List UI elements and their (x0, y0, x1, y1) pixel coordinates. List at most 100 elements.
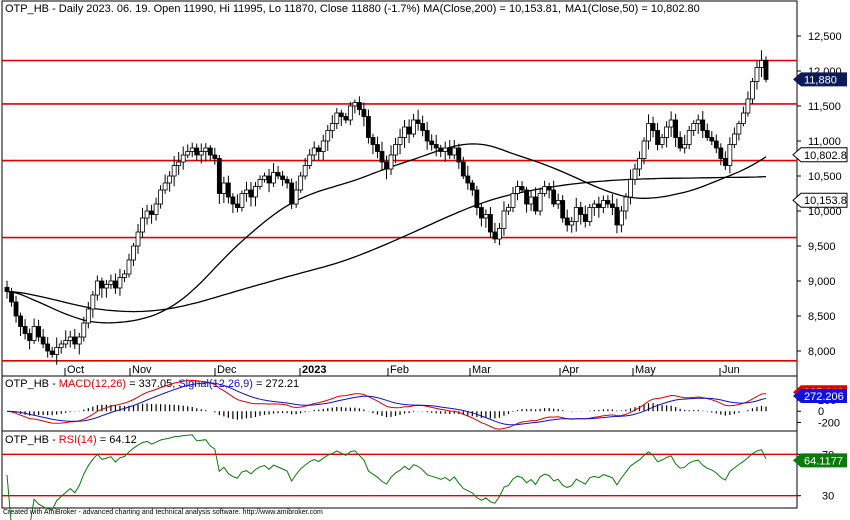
candle-body (727, 144, 733, 166)
candle-body (54, 347, 60, 355)
candle (131, 242, 136, 266)
macd-label: MACD(12,26) (59, 378, 126, 390)
candle (637, 151, 642, 177)
candle (424, 121, 430, 150)
candle (524, 186, 529, 213)
candle (45, 336, 51, 358)
candle (167, 171, 173, 192)
x-tick-label: 2023 (302, 364, 326, 376)
candle-body (677, 137, 683, 149)
candle (176, 152, 182, 175)
x-tick-label: Mar (472, 364, 491, 376)
ma50-value-tag-text: 10,802.8 (804, 150, 847, 162)
candle-body (36, 326, 42, 338)
ma200-value-tag-box (792, 192, 848, 208)
candle (745, 91, 751, 117)
candle (555, 193, 561, 209)
candle-body (103, 284, 109, 289)
candle-body (293, 189, 299, 205)
candle-body (564, 217, 570, 226)
candle-body (298, 175, 304, 191)
price-tick-label: 11,000 (808, 136, 841, 148)
candle-body (356, 102, 362, 110)
x-tick-label: Apr (562, 364, 579, 376)
candle-body (524, 189, 529, 205)
candle-body (176, 161, 182, 166)
candle-body (131, 245, 136, 261)
candle-body (13, 301, 19, 317)
candle-body (460, 161, 466, 177)
candle (108, 274, 114, 290)
candle-body (691, 123, 697, 131)
candle-body (334, 112, 340, 124)
candle-body (759, 60, 764, 68)
candle (456, 143, 462, 169)
candle (253, 181, 258, 207)
candle-body (600, 200, 606, 208)
candle-body (519, 186, 525, 191)
candle-body (533, 196, 538, 212)
candle (573, 197, 579, 232)
x-tick-label: Jun (722, 364, 740, 376)
candle-body (189, 147, 195, 152)
close-value-tag-text: 11,880 (804, 74, 837, 86)
candle-body (546, 186, 552, 191)
close-value-tag-box (793, 72, 847, 87)
candle (103, 279, 109, 298)
candle-body (637, 158, 642, 170)
candle (420, 115, 426, 137)
candle (587, 204, 593, 226)
candle (664, 121, 670, 148)
candle-body (718, 147, 724, 159)
candle-body (420, 123, 426, 131)
candle (9, 287, 14, 307)
candle-body (668, 119, 674, 128)
candle-body (650, 123, 656, 131)
signal-value-tag: 272.206 (793, 389, 847, 404)
candle-body (203, 147, 209, 152)
candle (605, 195, 611, 209)
candle (628, 169, 633, 205)
candle (560, 195, 566, 223)
candle-body (478, 207, 484, 219)
candle-body (244, 189, 249, 194)
candle-body (81, 322, 87, 338)
candle-body (49, 350, 55, 355)
candle-body (320, 140, 326, 152)
candle-body (375, 144, 380, 152)
candle (519, 181, 525, 194)
candle-body (311, 147, 317, 156)
candle (492, 222, 498, 244)
candle-body (591, 203, 597, 208)
candle-body (488, 214, 493, 233)
candle (483, 209, 489, 228)
candle (433, 134, 439, 157)
candle (506, 204, 511, 216)
candle (379, 141, 385, 171)
candle-body (542, 186, 548, 194)
candle-body (474, 189, 480, 208)
candle (207, 145, 213, 161)
candle-body (528, 196, 534, 205)
candle-body (90, 294, 96, 310)
candle-body (415, 119, 421, 124)
candle (126, 253, 132, 278)
candle-body (347, 105, 353, 121)
candle-body (736, 123, 742, 135)
candle (135, 223, 141, 254)
candle (180, 146, 186, 170)
candle (347, 101, 353, 126)
price-tick-label: 11,500 (808, 101, 841, 113)
candle-body (85, 308, 91, 324)
candle (650, 116, 656, 138)
candle-body (302, 165, 308, 177)
candle (442, 141, 448, 162)
candle (614, 198, 620, 234)
candle-body (424, 130, 430, 142)
candle-body (370, 137, 376, 145)
candle (266, 169, 272, 193)
candle (478, 202, 484, 227)
candle-body (465, 175, 471, 184)
candle (384, 155, 389, 180)
candle-body (731, 133, 737, 145)
